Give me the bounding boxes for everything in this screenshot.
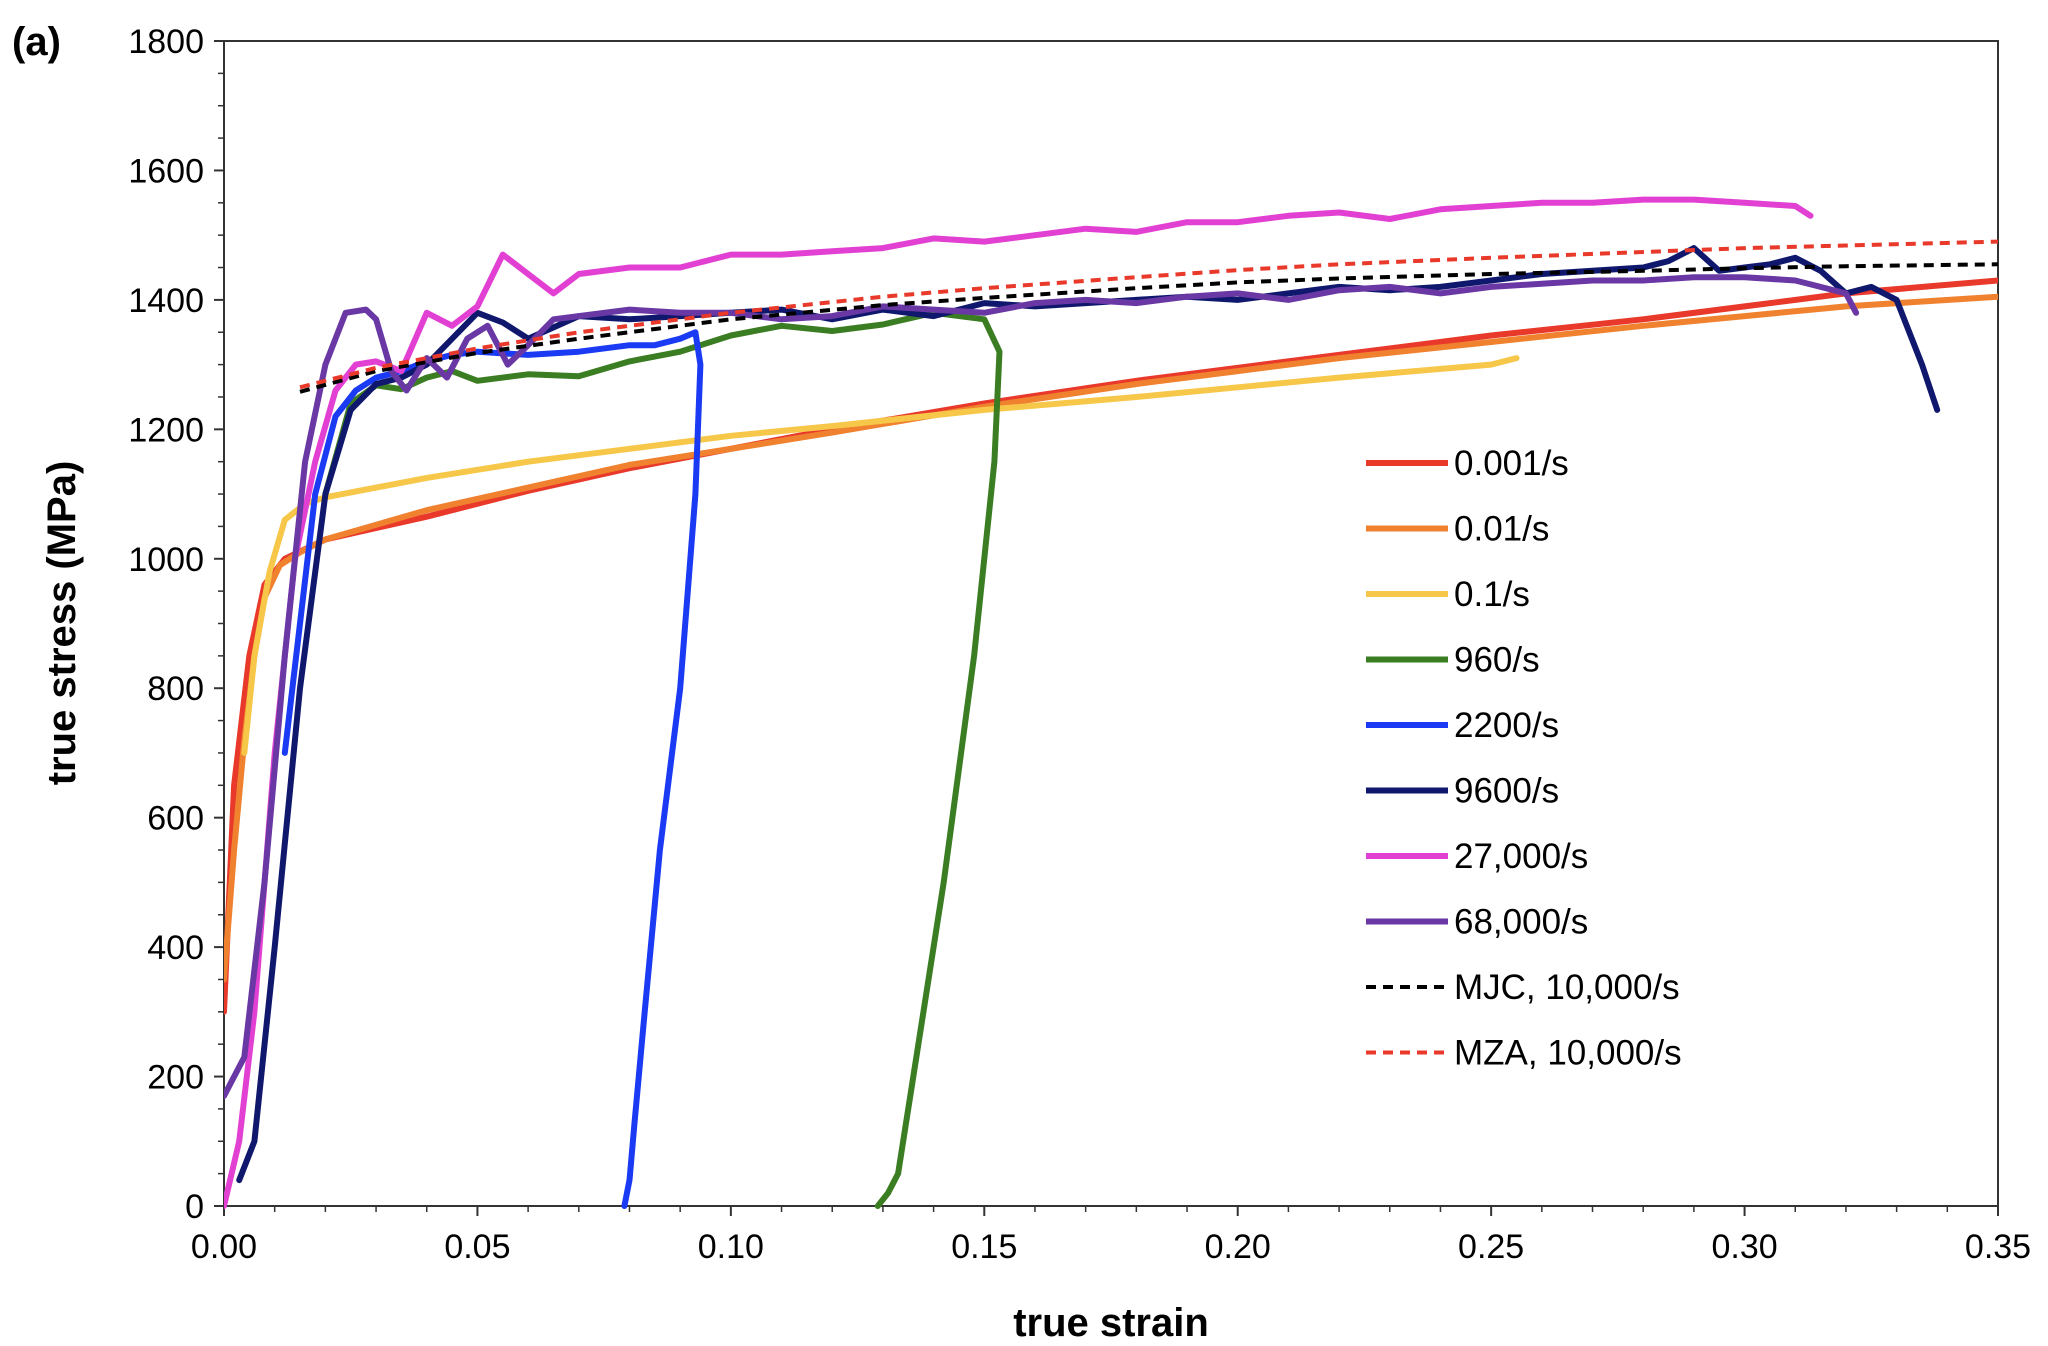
plot-area-frame [223,40,1999,1207]
series-line-5 [281,329,704,1209]
series-line-3 [241,355,1520,756]
legend-label: 2200/s [1454,706,1559,745]
series-line-4 [322,309,1003,1209]
x-axis-ticks: 0.00 0.05 0.10 0.15 0.20 0.25 0.30 0.35 [191,1206,2031,1266]
legend-label: 960/s [1454,641,1540,680]
x-axis-title: true strain [1013,1301,1209,1345]
series-line-9 [299,262,1998,394]
y-tick-label: 400 [147,929,204,967]
x-tick-label: 0.00 [191,1228,257,1266]
x-tick-label: 0.25 [1458,1228,1524,1266]
y-tick-label: 1400 [128,282,204,320]
series-line-10 [299,239,1998,390]
legend-label: 27,000/s [1454,837,1588,876]
x-tick-label: 0.20 [1205,1228,1271,1266]
x-tick-label: 0.05 [444,1228,510,1266]
y-tick-label: 200 [147,1059,204,1097]
legend-label: 0.1/s [1454,575,1530,614]
x-tick-label: 0.15 [951,1228,1017,1266]
series-line-7 [224,196,1814,1209]
legend-label: 0.001/s [1454,444,1569,483]
y-tick-label: 1800 [128,23,204,61]
y-tick-label: 1200 [128,411,204,449]
legend: 0.001/s 0.01/s 0.1/s 960/s 2200/s 9600/s 27,00… [1366,444,1682,1073]
y-tick-label: 1600 [128,152,204,190]
y-tick-label: 600 [147,800,204,838]
y-tick-label: 1000 [128,541,204,579]
x-tick-label: 0.10 [698,1228,764,1266]
y-axis-ticks: 0 200 400 600 800 1000 1200 1400 1600 1800 [128,23,224,1226]
legend-label: 0.01/s [1454,510,1549,549]
series-line-8 [224,274,1860,1099]
legend-label: 9600/s [1454,772,1559,811]
legend-label: MZA, 10,000/s [1454,1034,1682,1073]
x-tick-label: 0.35 [1965,1228,2031,1266]
y-tick-label: 0 [185,1188,204,1226]
x-tick-label: 0.30 [1711,1228,1777,1266]
series-lines [224,196,1998,1209]
legend-label: MJC, 10,000/s [1454,968,1680,1007]
panel-label: (a) [12,20,61,64]
y-tick-label: 800 [147,670,204,708]
y-axis-title: true stress (MPa) [40,461,84,786]
legend-label: 68,000/s [1454,903,1588,942]
